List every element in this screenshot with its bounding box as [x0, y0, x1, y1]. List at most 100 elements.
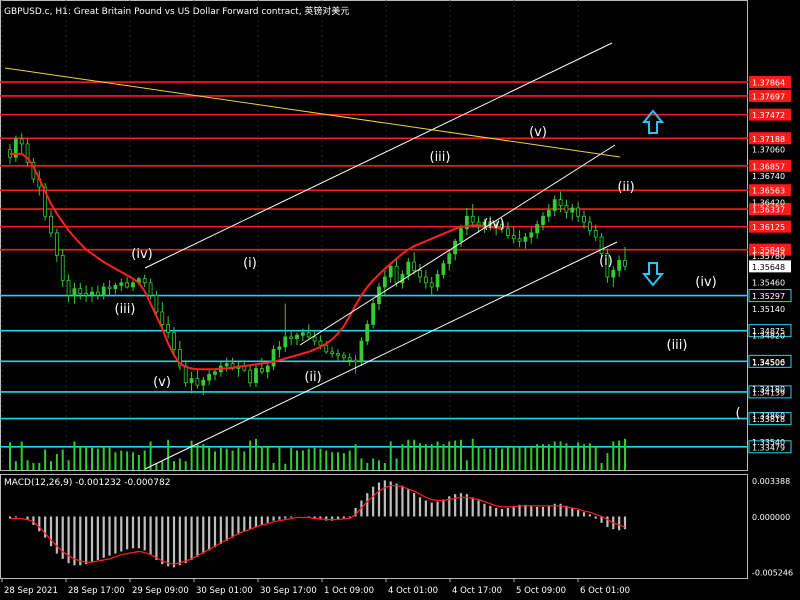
- candle-body: [459, 228, 463, 242]
- channel-upper-line: [144, 42, 613, 269]
- resistance-price-tag: [749, 76, 791, 89]
- time-label: 29 Sep 09:00: [132, 586, 189, 596]
- resistance-price-label: 1.36125: [752, 223, 785, 232]
- support-price-label: 1.34875: [752, 327, 785, 336]
- macd-panel-frame: [0, 474, 748, 579]
- resistance-price-tag: [749, 184, 791, 197]
- price-tick-label: 1.35140: [752, 305, 785, 314]
- direction-arrows: [641, 109, 665, 287]
- support-price-label: 1.34139: [752, 388, 785, 397]
- support-price-tag: [748, 440, 792, 454]
- candle-body: [552, 199, 557, 211]
- candle-body: [183, 365, 188, 384]
- price-tick-label: 1.36740: [752, 172, 785, 181]
- price-tick-label: 1.33860: [752, 412, 785, 421]
- candle-body: [406, 261, 411, 275]
- candle-body: [318, 340, 323, 346]
- candle-body: [546, 210, 551, 217]
- wave-label: (iv): [483, 217, 504, 232]
- candle-body: [101, 286, 106, 296]
- horizontal-levels: 1.37864 1.37697 1.37472 1.37188 1.36857 1.365…: [0, 76, 792, 454]
- candle-body: [441, 263, 446, 275]
- time-label: 30 Sep 17:00: [260, 586, 317, 596]
- current-price-tag: [749, 260, 791, 273]
- candle-body: [254, 368, 258, 384]
- candle-body: [154, 294, 159, 313]
- candle-body: [43, 186, 48, 217]
- candle-body: [107, 286, 112, 290]
- candle-body: [435, 274, 440, 288]
- candle-body: [593, 230, 598, 238]
- candle-body: [277, 346, 282, 350]
- resistance-price-tag: [749, 220, 791, 233]
- down-arrow-icon: [641, 262, 665, 287]
- candle-body: [113, 284, 118, 290]
- price-panel-frame: [0, 0, 748, 471]
- candle-body: [72, 288, 77, 296]
- candle-body: [25, 143, 30, 163]
- resistance-price-label: 1.37864: [752, 79, 785, 88]
- support-price-tag: [748, 354, 792, 368]
- candle-body: [148, 282, 153, 296]
- trend-channel: [4, 42, 621, 470]
- support-price-label: 1.34506: [752, 358, 785, 367]
- candle-body: [306, 332, 311, 338]
- time-label: 5 Oct 09:00: [516, 586, 566, 596]
- candle-body: [283, 336, 288, 348]
- candle-body: [324, 344, 329, 353]
- candle-body: [558, 199, 563, 206]
- wave-label: (iii): [667, 338, 688, 353]
- candle-body: [336, 353, 340, 356]
- candle-body: [359, 340, 364, 363]
- candle-body: [131, 282, 135, 288]
- candle-body: [295, 334, 299, 339]
- candle-body: [429, 282, 434, 288]
- candle-body: [201, 379, 206, 386]
- resistance-price-tag: [749, 89, 791, 102]
- candle-body: [49, 215, 53, 234]
- candle-body: [189, 378, 194, 384]
- macd-label: MACD(12,26,9) -0.001232 -0.000782: [4, 478, 170, 488]
- support-price-label: 1.35297: [752, 292, 785, 301]
- resistance-price-label: 1.36337: [752, 206, 785, 215]
- candle-body: [388, 265, 393, 278]
- support-price-label: 1.33818: [752, 415, 785, 424]
- time-label: 6 Oct 01:00: [580, 586, 630, 596]
- candle-body: [84, 293, 89, 296]
- candle-body: [587, 221, 592, 231]
- candle-body: [470, 215, 475, 223]
- wave-label: (i): [599, 254, 613, 269]
- candle-body: [248, 369, 253, 384]
- candle-body: [605, 253, 610, 278]
- support-price-tag: [748, 412, 792, 426]
- price-tick-label: 1.34180: [752, 385, 785, 394]
- price-tick-label: 1.35780: [752, 252, 785, 261]
- channel-mid-line: [299, 144, 616, 346]
- candle-body: [523, 236, 528, 242]
- candle-body: [400, 274, 405, 284]
- resistance-price-label: 1.35849: [752, 246, 785, 255]
- moving-average-line: [10, 152, 503, 371]
- resistance-price-label: 1.36563: [752, 187, 785, 196]
- candle-body: [423, 276, 428, 284]
- candle-body: [394, 265, 399, 284]
- candle-body: [564, 205, 569, 213]
- wave-labels: (iv) (iii) (v) (i) (ii) (iii) (iv) (v) (ii) (i) (i…: [115, 125, 741, 421]
- resistance-price-label: 1.37472: [752, 111, 785, 120]
- support-price-tag: [748, 289, 792, 303]
- time-label: 28 Sep 2021: [4, 586, 58, 596]
- price-tick-label: 1.36420: [752, 199, 785, 208]
- candle-body: [623, 259, 627, 267]
- macd-panel: 0.003388 0.000000 -0.005246: [8, 477, 793, 578]
- wave-label: (i): [243, 256, 257, 271]
- wave-label: (v): [153, 375, 171, 390]
- candle-body: [347, 357, 352, 361]
- candle-body: [517, 238, 522, 242]
- macd-scale-label: 0.000000: [752, 513, 790, 522]
- candle-body: [505, 228, 510, 236]
- time-label: 30 Sep 01:00: [196, 586, 253, 596]
- candle-body: [259, 368, 264, 373]
- candle-body: [265, 365, 270, 373]
- macd-scale-label: -0.005246: [752, 569, 793, 578]
